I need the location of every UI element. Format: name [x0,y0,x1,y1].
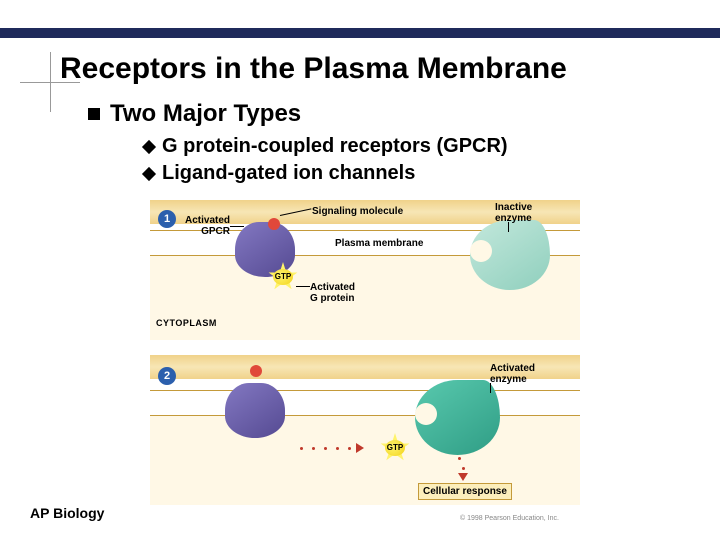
arrow-dot-3 [324,447,327,450]
label-activated-enzyme: Activated enzyme [490,363,535,385]
arrow-dot-2 [312,447,315,450]
enzyme-notch-2 [415,403,437,425]
label-activated-gp-line1: Activated [310,282,355,293]
heading-two-major-types: Two Major Types [110,100,301,128]
gpcr-shape-2 [225,383,285,438]
leader-inactive-enz [508,222,509,232]
signaling-molecule-1 [268,218,280,230]
slide-title: Receptors in the Plasma Membrane [60,52,567,86]
gtp-label-2: GTP [385,440,405,456]
arrow-dot-4 [336,447,339,450]
label-activated-enz-line2: enzyme [490,374,527,385]
step-2-badge: 2 [158,367,176,385]
leader-activated-enz [490,383,491,393]
arrow2-dot-1 [458,457,461,460]
diagram-panel-1: 1 GTP Activated GPCR Signaling molecule … [150,200,580,340]
arrow-head-2 [458,473,468,481]
leader-gpcr [230,226,244,227]
bullet-diamond-1 [142,140,156,154]
list-item-gpcr: G protein-coupled receptors (GPCR) [162,135,508,158]
gtp-label-1: GTP [273,269,293,285]
header-rule [0,28,720,38]
label-activated-gpcr: Activated GPCR [180,215,230,237]
label-inactive-enzyme: Inactive enzyme [495,202,532,224]
bullet-diamond-2 [142,167,156,181]
diagram-panel-2: 2 GTP Activated enzyme Cellular response [150,355,580,505]
leader-gprotein [296,286,310,287]
step-1-badge: 1 [158,210,176,228]
label-signaling-molecule: Signaling molecule [312,206,403,217]
label-plasma-membrane: Plasma membrane [335,238,423,249]
crosshair-vertical [50,52,51,112]
label-activated-gp-line2: G protein [310,293,354,304]
cellular-response-box: Cellular response [418,483,512,500]
label-cytoplasm: CYTOPLASM [156,318,217,328]
cytoplasm-region-2 [150,416,580,505]
arrow-dot-5 [348,447,351,450]
label-activated-gpcr-line2: GPCR [201,226,230,237]
label-inactive-enzyme-line2: enzyme [495,213,532,224]
label-activated-g-protein: Activated G protein [310,282,355,304]
footer-ap-biology: AP Biology [30,505,104,521]
arrow2-dot-2 [462,467,465,470]
label-inactive-enzyme-line1: Inactive [495,202,532,213]
arrow-head-1 [356,443,364,453]
copyright-text: © 1998 Pearson Education, Inc. [460,515,559,522]
membrane-outer-line-2 [150,390,580,391]
label-activated-enz-line1: Activated [490,363,535,374]
signaling-molecule-2 [250,365,262,377]
arrow-dot-1 [300,447,303,450]
list-item-ligand: Ligand-gated ion channels [162,162,415,185]
enzyme-notch-1 [470,240,492,262]
label-activated-gpcr-line1: Activated [185,215,230,226]
bullet-square [88,108,100,120]
